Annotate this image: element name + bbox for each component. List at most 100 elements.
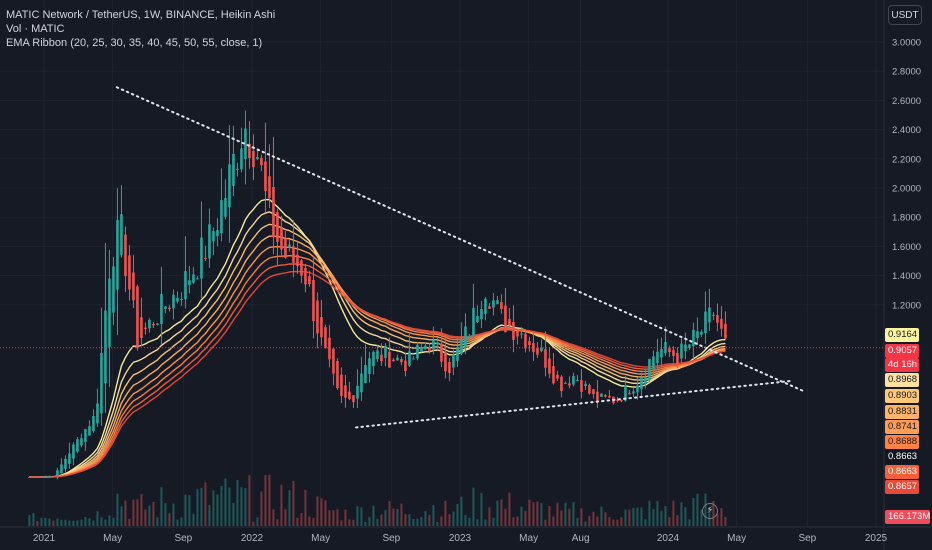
volume-bar bbox=[192, 513, 195, 526]
ascending-support-trendline[interactable] bbox=[355, 379, 794, 429]
volume-bar bbox=[484, 519, 487, 526]
volume-bar bbox=[368, 516, 371, 526]
candle-body bbox=[64, 458, 67, 469]
candle-body bbox=[596, 391, 599, 403]
price-tick-label: 2.2000 bbox=[892, 154, 921, 165]
volume-bar bbox=[540, 503, 543, 526]
candle-body bbox=[220, 200, 223, 234]
volume-bar bbox=[92, 520, 95, 526]
volume-bar bbox=[212, 490, 215, 526]
volume-bar bbox=[232, 502, 235, 526]
volume-bar bbox=[424, 511, 427, 526]
candle-body bbox=[48, 475, 51, 477]
volume-bar bbox=[96, 511, 99, 526]
candle-body bbox=[120, 214, 123, 255]
volume-bar bbox=[560, 510, 563, 526]
volume-bar bbox=[324, 500, 327, 526]
volume-bar bbox=[104, 519, 107, 526]
candle-body bbox=[200, 237, 203, 279]
time-tick-label: May bbox=[727, 533, 746, 544]
candle-body bbox=[376, 350, 379, 359]
volume-bar bbox=[80, 519, 83, 526]
candle-body bbox=[104, 310, 107, 384]
volume-bar bbox=[236, 480, 239, 526]
volume-bar bbox=[356, 506, 359, 526]
candle-body bbox=[268, 176, 271, 198]
volume-bar bbox=[488, 507, 491, 526]
candle-body bbox=[720, 318, 723, 329]
candle-body bbox=[328, 337, 331, 360]
time-tick-label: 2024 bbox=[657, 533, 680, 544]
candle-body bbox=[468, 335, 471, 337]
volume-bar bbox=[680, 502, 683, 526]
candle-body bbox=[644, 376, 647, 384]
candle-body bbox=[516, 330, 519, 337]
volume-bar bbox=[636, 507, 639, 526]
volume-bar bbox=[404, 514, 407, 526]
candle-body bbox=[316, 300, 319, 334]
descending-resistance-trendline[interactable] bbox=[115, 86, 805, 392]
candle-body bbox=[240, 148, 243, 170]
candle-body bbox=[712, 314, 715, 316]
candle-body bbox=[548, 358, 551, 374]
volume-bar bbox=[136, 499, 139, 526]
time-tick-label: Sep bbox=[798, 533, 816, 544]
candle-body bbox=[72, 444, 75, 459]
volume-bar bbox=[360, 507, 363, 526]
volume-bar bbox=[140, 494, 143, 526]
volume-bar bbox=[288, 490, 291, 526]
candle-body bbox=[96, 403, 99, 424]
volume-bar bbox=[144, 509, 147, 526]
volume-bar bbox=[532, 501, 535, 526]
volume-bar bbox=[584, 521, 587, 526]
volume-bar bbox=[392, 508, 395, 526]
volume-bar bbox=[172, 503, 175, 526]
candle-body bbox=[552, 366, 555, 384]
candle-body bbox=[592, 389, 595, 395]
price-label: 0.8831 bbox=[885, 405, 919, 419]
volume-bar bbox=[716, 513, 719, 526]
candle-body bbox=[204, 258, 207, 260]
price-label: 0.8663 bbox=[885, 450, 919, 464]
volume-bar bbox=[220, 485, 223, 526]
symbol-title[interactable]: MATIC Network / TetherUS, 1W, BINANCE, H… bbox=[6, 9, 276, 21]
candle-body bbox=[580, 380, 583, 392]
volume-bar bbox=[40, 517, 43, 526]
ema-line-35 bbox=[29, 235, 726, 478]
candle-body bbox=[472, 307, 475, 337]
price-axis[interactable]: 3.0000 2.8000 2.6000 2.4000 2.2000 2.0000 1.80… bbox=[892, 38, 921, 312]
volume-bar bbox=[272, 509, 275, 526]
candle-body bbox=[668, 347, 671, 353]
candle-body bbox=[460, 339, 463, 354]
price-label: 4d 16h bbox=[885, 358, 919, 372]
volume-indicator-label[interactable]: Vol · MATIC bbox=[6, 23, 65, 35]
candle-body bbox=[388, 351, 391, 368]
candle-body bbox=[272, 187, 275, 238]
candle-body bbox=[364, 365, 367, 383]
volume-bar bbox=[568, 508, 571, 526]
volume-bar bbox=[320, 498, 323, 526]
volume-bar bbox=[676, 515, 679, 526]
volume-bar bbox=[684, 507, 687, 526]
candle-body bbox=[556, 374, 559, 379]
volume-bar bbox=[248, 475, 251, 526]
candle-body bbox=[264, 161, 267, 192]
volume-bar bbox=[48, 518, 51, 526]
candle-body bbox=[236, 168, 239, 170]
price-label: 0.8663 bbox=[885, 465, 919, 479]
time-tick-label: Sep bbox=[382, 533, 400, 544]
trendlines[interactable] bbox=[115, 86, 805, 429]
candle-body bbox=[288, 244, 291, 248]
volume-bar bbox=[592, 511, 595, 526]
currency-button[interactable]: USDT bbox=[888, 5, 922, 25]
volume-bar bbox=[128, 518, 131, 526]
candle-body bbox=[60, 464, 63, 474]
candle-body bbox=[572, 375, 575, 385]
volume-bar bbox=[224, 478, 227, 526]
candle-body bbox=[380, 354, 383, 362]
time-axis[interactable]: 2021 May Sep 2022 May Sep 2023 May Aug 2024 May Sep… bbox=[33, 533, 888, 544]
tradingview-logo-icon[interactable]: ⚡ bbox=[702, 503, 718, 519]
ema-ribbon-label[interactable]: EMA Ribbon (20, 25, 30, 35, 40, 45, 50, … bbox=[6, 37, 263, 49]
price-label: 0.8903 bbox=[885, 389, 919, 403]
